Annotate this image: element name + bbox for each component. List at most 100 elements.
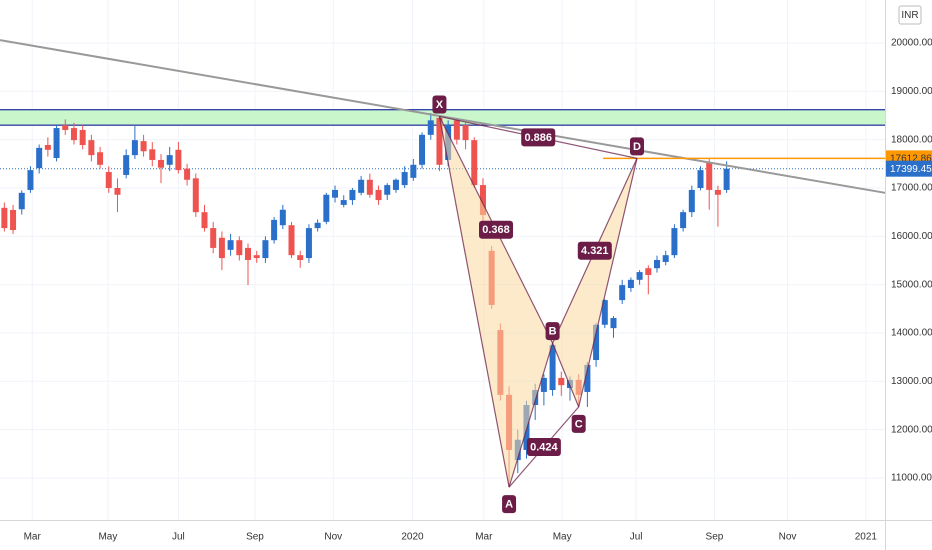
y-tick-label: 19000.00 <box>891 86 932 97</box>
currency-label: INR <box>901 10 918 21</box>
candle-body <box>227 240 234 250</box>
candle-body <box>288 225 295 256</box>
x-tick-label: Jul <box>630 532 643 543</box>
candle-body <box>323 194 330 222</box>
price-tag-label: 17612.86 <box>890 154 932 165</box>
candle-body <box>262 240 269 259</box>
candle-body <box>349 189 356 201</box>
candle-body <box>88 140 95 156</box>
y-tick-label: 15000.00 <box>891 279 932 290</box>
currency-badge[interactable] <box>898 5 922 25</box>
x-tick-label: Sep <box>706 532 724 543</box>
candle-body <box>662 255 669 262</box>
candle-body <box>462 125 469 141</box>
candle-body <box>314 222 321 229</box>
ratio-badge <box>479 220 514 239</box>
candle-body <box>714 189 721 195</box>
x-tick-label: Sep <box>246 532 264 543</box>
candle-body <box>157 159 164 168</box>
candle-body <box>593 324 600 361</box>
candle-body <box>471 140 478 186</box>
candle-body <box>149 149 156 160</box>
y-tick-label: 18000.00 <box>891 134 932 145</box>
candle-body <box>410 164 417 178</box>
candle-body <box>627 279 634 289</box>
ratio-badge <box>526 438 561 457</box>
candle-body <box>175 149 182 171</box>
candle-body <box>549 345 556 390</box>
trendline <box>0 39 886 194</box>
candle-body <box>636 272 643 280</box>
grid <box>0 0 885 520</box>
candle-body <box>62 125 69 130</box>
pattern-line <box>552 342 580 408</box>
pattern-line <box>508 342 554 488</box>
y-tick-label: 11000.00 <box>891 473 932 484</box>
x-tick-label: 2020 <box>401 532 424 543</box>
point-badge <box>571 414 586 433</box>
candle-body <box>271 219 278 241</box>
candle-body <box>297 255 304 260</box>
candle-body <box>401 172 408 186</box>
candle-body <box>610 317 617 329</box>
candle-body <box>114 187 121 195</box>
candle-body <box>245 247 252 260</box>
candle-body <box>305 228 312 259</box>
x-tick-label: Nov <box>324 532 342 543</box>
pattern-line <box>578 158 638 408</box>
candle-body <box>645 268 652 275</box>
y-tick-label: 12000.00 <box>891 424 932 435</box>
candle-body <box>375 189 382 201</box>
ratio-label: 0.368 <box>482 224 510 236</box>
candle-body <box>340 200 347 205</box>
price-tag-label: 17399.45 <box>890 164 932 175</box>
candle-body <box>210 228 217 248</box>
candle-body <box>131 140 138 156</box>
x-tick-label: May <box>98 532 117 543</box>
point-badge <box>432 95 447 114</box>
y-tick-label: 14000.00 <box>891 328 932 339</box>
candle-body <box>706 162 713 190</box>
candle-body <box>53 128 60 159</box>
x-tick-label: Jul <box>172 532 185 543</box>
x-tick-label: Mar <box>475 532 493 543</box>
point-label: B <box>549 326 557 338</box>
candle-body <box>680 212 687 229</box>
candle-body <box>27 170 34 190</box>
pattern-fill <box>439 116 553 488</box>
candle-body <box>10 209 17 231</box>
candle-body <box>140 141 147 152</box>
x-tick-label: Nov <box>779 532 797 543</box>
point-badge <box>629 137 644 156</box>
candle-body <box>427 120 434 135</box>
price-tag <box>886 160 932 177</box>
candle-body <box>18 192 25 210</box>
candle-body <box>392 179 399 190</box>
candle-body <box>192 178 199 213</box>
candle-body <box>540 377 547 392</box>
candle-body <box>558 377 565 386</box>
x-tick-label: Mar <box>24 532 42 543</box>
y-tick-label: 13000.00 <box>891 376 932 387</box>
candle-body <box>384 185 391 195</box>
candle-body <box>697 170 704 188</box>
ratio-label: 0.886 <box>524 132 552 144</box>
candle-body <box>123 155 130 175</box>
candle-body <box>332 189 339 198</box>
candle-body <box>479 185 486 216</box>
point-label: A <box>505 499 513 511</box>
candle-body <box>584 364 591 392</box>
candle-body <box>253 255 260 259</box>
x-tick-label: 2021 <box>855 532 878 543</box>
candle-body <box>654 260 661 269</box>
y-tick-label: 17000.00 <box>891 183 932 194</box>
pattern-fill <box>552 158 637 407</box>
candle-body <box>436 117 443 165</box>
candle-body <box>79 130 86 145</box>
point-badge <box>502 495 517 514</box>
point-label: X <box>436 99 444 111</box>
candle-body <box>184 168 191 180</box>
